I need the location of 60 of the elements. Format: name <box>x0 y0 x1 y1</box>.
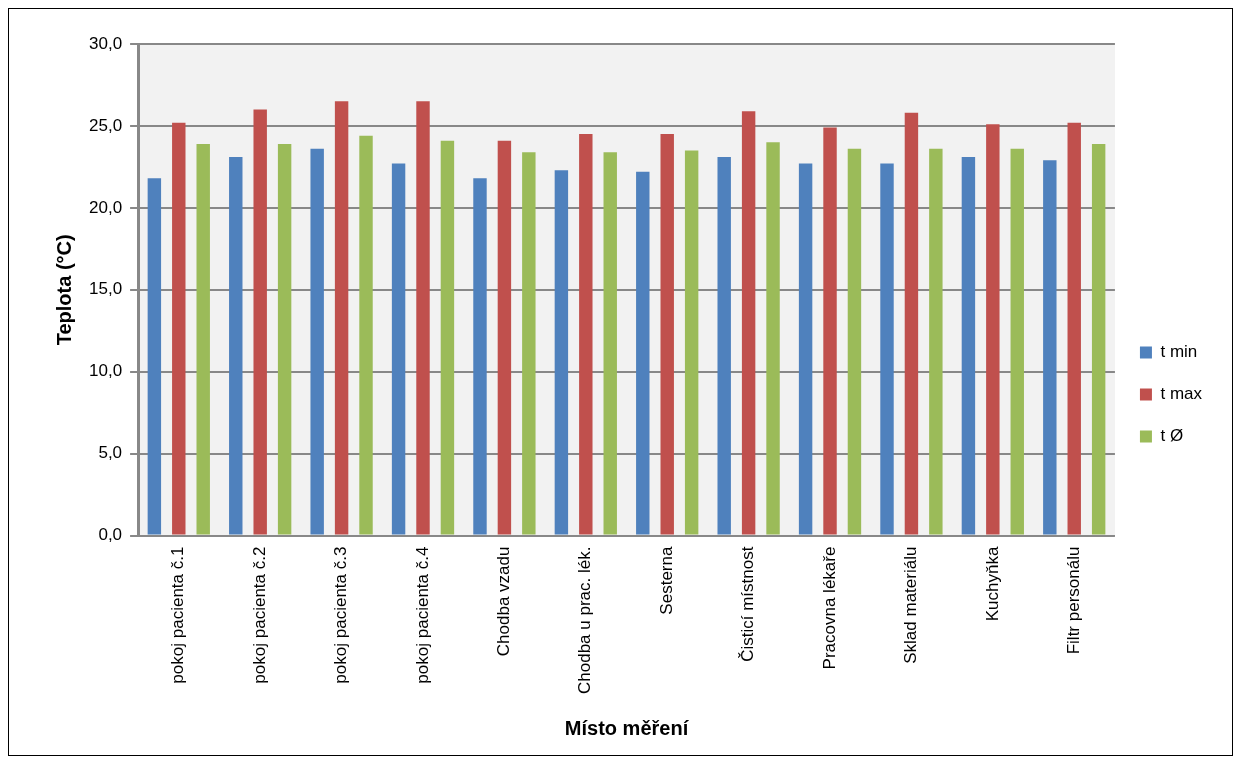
x-tick-label: pokoj pacienta č.2 <box>249 546 269 684</box>
bar <box>717 157 731 535</box>
bar <box>823 127 837 535</box>
x-axis-title: Místo měření <box>564 716 690 739</box>
bar <box>986 124 1000 535</box>
bar <box>172 122 186 535</box>
bar <box>741 111 756 535</box>
bar <box>334 101 349 535</box>
bar <box>1091 143 1106 535</box>
y-tick-label: 30,0 <box>88 33 123 53</box>
bar <box>416 101 430 535</box>
bar <box>636 171 650 535</box>
bar <box>929 148 943 535</box>
bar <box>473 178 487 535</box>
bar <box>229 157 243 535</box>
bar <box>904 112 919 535</box>
x-tick-label: Sesterna <box>656 546 676 615</box>
bar <box>147 178 162 535</box>
bar <box>961 157 976 535</box>
bar <box>1043 160 1057 535</box>
x-tick-label: Chodba u prac. lék. <box>575 546 595 694</box>
bar <box>880 163 894 535</box>
bar <box>310 148 324 535</box>
legend-label: t Ø <box>1160 426 1184 446</box>
bar <box>684 150 699 535</box>
bar <box>798 163 813 535</box>
y-tick-label: 0,0 <box>98 525 123 545</box>
x-tick-label: Kuchyňka <box>982 546 1002 622</box>
bar <box>253 109 267 535</box>
x-tick-label: Pracovna lékaře <box>819 546 839 670</box>
legend-label: t min <box>1160 342 1198 362</box>
bar <box>603 152 617 535</box>
bar <box>554 170 569 535</box>
bar <box>277 143 292 535</box>
bar <box>1067 122 1081 535</box>
bar <box>391 163 406 535</box>
y-tick-label: 15,0 <box>88 279 123 299</box>
bar <box>196 143 210 535</box>
bar <box>660 134 674 535</box>
x-tick-label: Sklad materiálu <box>901 546 921 664</box>
bar <box>440 140 455 535</box>
x-tick-label: pokoj pacienta č.4 <box>412 546 432 684</box>
legend-label: t max <box>1160 384 1203 404</box>
y-tick-label: 20,0 <box>88 197 123 217</box>
bar <box>1010 148 1024 535</box>
x-tick-label: Filtr personálu <box>1063 546 1083 655</box>
y-tick-label: 25,0 <box>88 115 123 135</box>
bar <box>847 148 862 535</box>
x-tick-label: pokoj pacienta č.1 <box>168 546 188 684</box>
x-tick-label: pokoj pacienta č.3 <box>331 546 351 684</box>
y-axis-title: Teplota (°C) <box>52 234 75 346</box>
bar <box>359 135 373 535</box>
bar <box>497 140 512 535</box>
y-tick-label: 10,0 <box>88 361 123 381</box>
x-tick-label: Čisticí místnost <box>738 546 758 662</box>
y-tick-label: 5,0 <box>98 443 123 463</box>
bar <box>522 152 536 535</box>
bar <box>766 142 780 535</box>
x-tick-label: Chodba vzadu <box>494 546 514 657</box>
bar <box>579 134 593 535</box>
